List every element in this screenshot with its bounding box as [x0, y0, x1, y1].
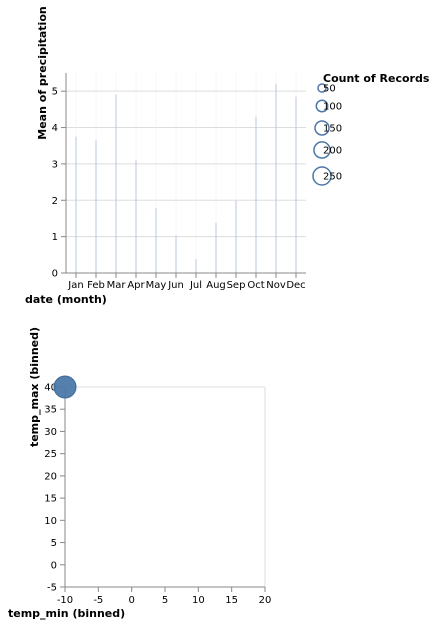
y-tick-label: 10	[44, 516, 57, 527]
x-tick-label: 20	[259, 595, 272, 606]
y-tick-label: 25	[44, 449, 57, 460]
bar	[255, 116, 257, 274]
x-tick-label: 15	[225, 595, 238, 606]
y-axis-title: temp_max (binned)	[28, 327, 41, 447]
x-tick-label: Jul	[189, 280, 202, 291]
x-tick-label: Jun	[167, 280, 184, 291]
bar	[175, 235, 177, 273]
y-axis-title: Mean of precipitation	[36, 6, 49, 139]
x-axis-title: date (month)	[25, 293, 107, 306]
x-tick-label: Aug	[206, 280, 226, 291]
y-tick-label: 5	[52, 87, 58, 98]
legend-title: Count of Records	[323, 72, 430, 85]
legend-symbol	[315, 99, 329, 113]
bar	[135, 160, 137, 273]
y-tick-label: 40	[44, 383, 57, 394]
legend-label: 50	[323, 84, 336, 95]
y-tick-label: 5	[51, 538, 57, 549]
legend-label: 100	[323, 102, 342, 113]
legend-symbol	[313, 141, 331, 159]
bar	[155, 208, 157, 273]
y-tick-label: 0	[51, 560, 57, 571]
x-axis-title: temp_min (binned)	[8, 607, 125, 620]
y-tick-label: 20	[44, 471, 57, 482]
y-tick-label: 4	[52, 123, 58, 134]
x-tick-label: Dec	[286, 280, 305, 291]
bar	[235, 200, 237, 273]
scatter-point	[53, 375, 77, 399]
y-tick-label: 15	[44, 494, 57, 505]
bar	[95, 140, 97, 273]
x-tick-label: -5	[93, 595, 103, 606]
y-tick-label: 30	[44, 427, 57, 438]
bar	[295, 96, 297, 274]
x-tick-label: 5	[162, 595, 168, 606]
x-tick-label: -10	[57, 595, 73, 606]
x-tick-label: Sep	[227, 280, 246, 291]
x-tick-label: Mar	[107, 280, 127, 291]
legend-label: 200	[323, 146, 342, 157]
precipitation-bar-chart: 0 1 2 3 4 5 Jan Feb Mar Apr May Jun Jul Aug Sep Oct Nov D…	[25, 6, 306, 306]
x-tick-label: Feb	[87, 280, 105, 291]
x-tick-label: May	[146, 280, 167, 291]
bar	[195, 259, 197, 273]
bar	[215, 222, 217, 273]
legend-label: 150	[323, 124, 342, 135]
bar	[115, 94, 117, 274]
y-tick-label: 2	[52, 196, 58, 207]
x-tick-label: Nov	[266, 280, 286, 291]
bar	[275, 83, 277, 273]
x-tick-label: 0	[128, 595, 134, 606]
x-tick-label: Apr	[127, 280, 145, 291]
legend-symbol	[314, 120, 330, 136]
legend-label: 250	[323, 172, 342, 183]
legend-symbol	[312, 166, 332, 186]
bar	[75, 136, 77, 273]
y-tick-label: 0	[52, 269, 58, 280]
y-tick-label: 1	[52, 232, 58, 243]
x-tick-label: Jan	[67, 280, 83, 291]
x-tick-label: 10	[192, 595, 205, 606]
y-tick-label: 3	[52, 159, 58, 170]
y-tick-label: -5	[47, 583, 57, 594]
y-tick-label: 35	[44, 405, 57, 416]
legend-symbol	[317, 83, 327, 93]
x-tick-label: Oct	[247, 280, 264, 291]
